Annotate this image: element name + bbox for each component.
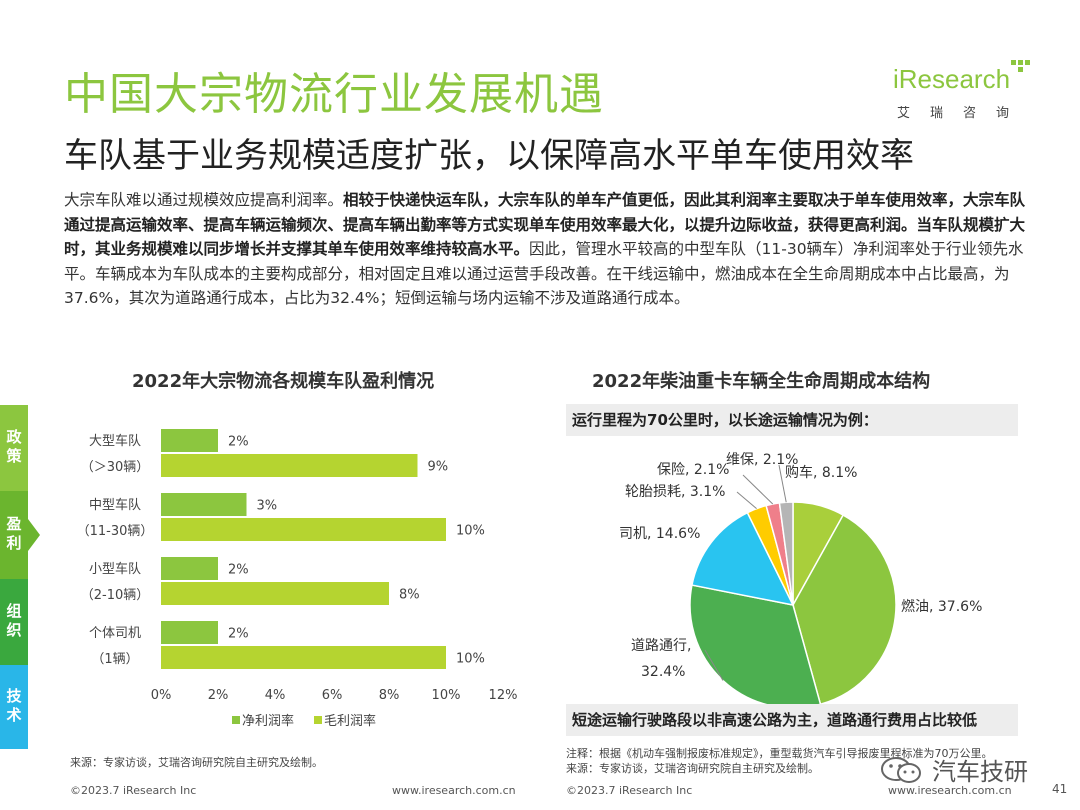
side-tab-profit[interactable]: 盈利 (0, 491, 40, 579)
pie-slice-3 (691, 511, 795, 607)
footer-url-right: www.iresearch.com.cn (888, 784, 1012, 797)
legend-swatch-0 (232, 716, 240, 724)
x-tick-4: 8% (379, 688, 400, 703)
watermark-text: 汽车技研 (932, 758, 1028, 786)
pie-top-banner: 运行里程为70公里时，以长途运输情况为例： (566, 404, 1018, 436)
category-sublabel-2: （2-10辆） (81, 588, 150, 603)
side-tab-technology[interactable]: 技术 (0, 665, 28, 749)
pie-label-3: 司机, 14.6% (619, 526, 700, 542)
pie-label-6: 维保, 2.1% (726, 452, 798, 468)
side-tab-policy[interactable]: 政策 (0, 405, 28, 491)
x-tick-5: 10% (432, 688, 461, 703)
pie-label-4: 轮胎损耗, 3.1% (625, 484, 725, 500)
pie-leader-5 (742, 474, 774, 505)
legend-label-0: 净利润率 (242, 713, 294, 729)
watermark: 汽车技研 (880, 752, 1048, 786)
bar-净利润率-3 (161, 621, 218, 644)
wechat-icon (881, 757, 921, 783)
bar-label-净利润率-3: 2% (228, 627, 249, 642)
bar-label-毛利润率-3: 10% (456, 652, 485, 667)
legend-swatch-1 (314, 716, 322, 724)
logo-text: iResearch (893, 64, 1011, 94)
pie-slice-1 (792, 514, 897, 706)
x-tick-3: 6% (322, 688, 343, 703)
bar-label-净利润率-0: 2% (228, 435, 249, 450)
category-label-0: 大型车队 (89, 433, 141, 449)
x-tick-2: 4% (265, 688, 286, 703)
category-sublabel-1: （11-30辆） (77, 524, 154, 539)
right-chart-title: 2022年柴油重卡车辆全生命周期成本结构 (592, 371, 931, 392)
body-text-bold: 相较于快递快运车队，大宗车队的单车产值更低，因此其利润率主要取决于单车使用效率，… (64, 191, 1026, 258)
logo-dots-icon (1011, 60, 1035, 74)
body-paragraph: 大宗车队难以通过规模效应提高利润率。相较于快递快运车队，大宗车队的单车产值更低，… (64, 188, 1026, 311)
body-text-normal-1: 大宗车队难以通过规模效应提高利润率。 (64, 191, 344, 209)
bar-label-毛利润率-0: 9% (428, 460, 449, 475)
footer-copyright-left: ©2023.7 iResearch Inc (70, 784, 197, 797)
category-sublabel-3: （1辆） (91, 652, 138, 667)
pie-label-1: 燃油, 37.6% (901, 598, 982, 615)
pie-label-2: 道路通行, (631, 638, 691, 654)
x-tick-6: 12% (489, 688, 518, 703)
pie-label-value-2: 32.4% (641, 664, 685, 680)
footer-url-left: www.iresearch.com.cn (392, 784, 516, 797)
bar-毛利润率-0 (161, 454, 418, 477)
bar-label-净利润率-1: 3% (257, 499, 278, 514)
x-tick-0: 0% (151, 688, 172, 703)
body-text-normal-2: 因此，管理水平较高的中型车队（11-30辆车）净利润率处于行业领先水平。车辆成本… (64, 240, 1024, 307)
bar-净利润率-0 (161, 429, 218, 452)
bar-毛利润率-2 (161, 582, 389, 605)
right-note: 注释：根据《机动车强制报废标准规定》，重型载货汽车引导报废里程标准为70万公里。 (566, 747, 993, 760)
pie-leader-2 (704, 649, 724, 681)
pie-leader-6 (778, 464, 787, 503)
category-sublabel-0: （＞30辆） (81, 460, 150, 475)
profit-bar-chart: 2% 9% 大型车队 （＞30辆） 3% 10% 中型车队 （11-30辆） 2% 8% 小型车队 （… (77, 429, 518, 729)
bar-毛利润率-1 (161, 518, 446, 541)
iresearch-logo: iResearch 艾瑞咨询 (893, 60, 1033, 124)
bar-净利润率-1 (161, 493, 247, 516)
page-number: 41 (1052, 782, 1068, 796)
footer-copyright-right: ©2023.7 iResearch Inc (566, 784, 693, 797)
category-label-2: 小型车队 (89, 561, 141, 577)
bar-label-毛利润率-2: 8% (399, 588, 420, 603)
pie-bottom-banner: 短途运输行驶路段以非高速公路为主，道路通行费用占比较低 (566, 704, 1018, 736)
left-chart-title: 2022年大宗物流各规模车队盈利情况 (132, 371, 435, 392)
legend-label-1: 毛利润率 (324, 713, 376, 729)
side-nav: 政策 盈利 组织 技术 (0, 405, 40, 749)
logo-subtext: 艾瑞咨询 (897, 106, 1030, 121)
category-label-3: 个体司机 (89, 626, 141, 641)
pie-label-0: 购车, 8.1% (785, 464, 857, 481)
bar-label-净利润率-2: 2% (228, 563, 249, 578)
cost-pie-chart: 购车, 8.1% 燃油, 37.6% 道路通行, 32.4% 司机, 14.6% 轮胎损耗… (619, 452, 982, 709)
category-label-1: 中型车队 (89, 497, 141, 513)
page-title: 中国大宗物流行业发展机遇 (64, 69, 604, 120)
side-tab-organization[interactable]: 组织 (0, 579, 28, 665)
pie-leader-4 (736, 491, 757, 510)
bar-label-毛利润率-1: 10% (456, 524, 485, 539)
bar-毛利润率-3 (161, 646, 446, 669)
left-source: 来源：专家访谈，艾瑞咨询研究院自主研究及绘制。 (70, 756, 323, 769)
x-tick-1: 2% (208, 688, 229, 703)
bar-净利润率-2 (161, 557, 218, 580)
page-subtitle: 车队基于业务规模适度扩张，以保障高水平单车使用效率 (64, 136, 914, 176)
pie-label-5: 保险, 2.1% (657, 462, 729, 478)
right-source: 来源：专家访谈，艾瑞咨询研究院自主研究及绘制。 (566, 762, 819, 775)
